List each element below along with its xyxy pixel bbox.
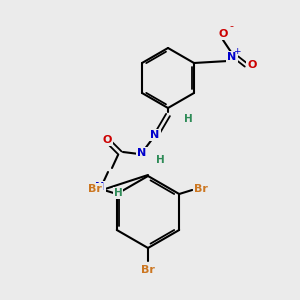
Text: Br: Br xyxy=(194,184,208,194)
Text: H: H xyxy=(114,188,122,198)
Text: +: + xyxy=(233,47,241,56)
Text: N: N xyxy=(95,182,105,192)
Text: O: O xyxy=(218,29,228,39)
Text: -: - xyxy=(229,21,233,31)
Text: N: N xyxy=(150,130,160,140)
Text: Br: Br xyxy=(141,265,155,275)
Text: N: N xyxy=(137,148,147,158)
Text: H: H xyxy=(184,114,192,124)
Text: O: O xyxy=(102,135,112,145)
Text: N: N xyxy=(227,52,237,62)
Text: O: O xyxy=(247,60,257,70)
Text: Br: Br xyxy=(88,184,102,194)
Text: H: H xyxy=(156,155,164,165)
